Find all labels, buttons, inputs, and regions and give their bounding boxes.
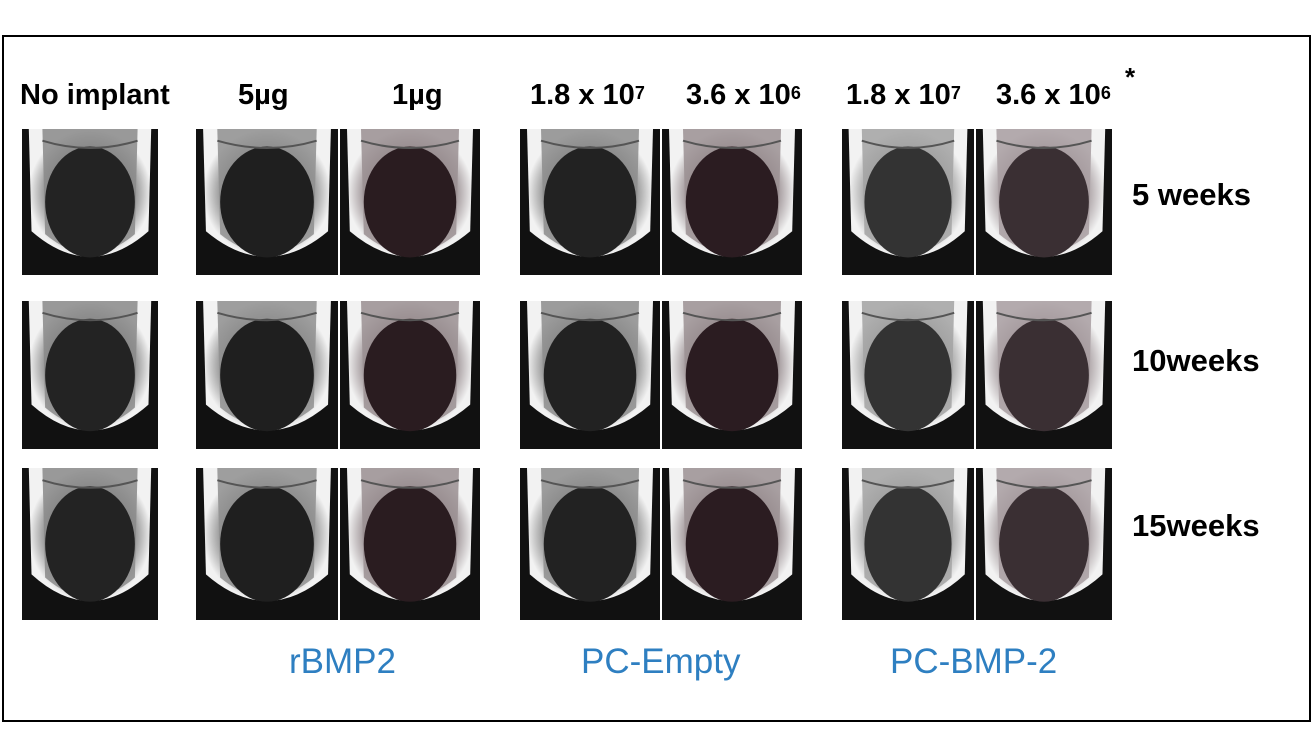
xray-image-r2-c3 [340, 301, 480, 449]
xray-image-r1-c7 [976, 129, 1112, 275]
xray-image-r3-c1 [22, 468, 158, 620]
xray-image-r2-c4 [520, 301, 660, 449]
group-label-rbmp2: rBMP2 [289, 642, 396, 681]
xray-image-r1-c2 [196, 129, 338, 275]
column-header-no-implant: No implant [20, 79, 170, 111]
column-header-pc-bmp2-low: 3.6 x 106 [996, 79, 1111, 111]
xray-image-r3-c4 [520, 468, 660, 620]
xray-image-r3-c6 [842, 468, 974, 620]
xray-image-r1-c6 [842, 129, 974, 275]
xray-image-r2-c5 [662, 301, 802, 449]
column-header-pc-empty-high: 1.8 x 107 [530, 79, 645, 111]
column-header-1ug: 1µg [392, 79, 443, 111]
column-header-5ug: 5µg [238, 79, 289, 111]
row-label-15-weeks: 15weeks [1132, 508, 1260, 543]
row-label-5-weeks: 5 weeks [1132, 177, 1251, 212]
xray-image-r2-c2 [196, 301, 338, 449]
xray-image-r1-c5 [662, 129, 802, 275]
column-header-pc-bmp2-high: 1.8 x 107 [846, 79, 961, 111]
group-label-pc-bmp2: PC-BMP-2 [890, 642, 1058, 681]
xray-image-r1-c1 [22, 129, 158, 275]
xray-image-r3-c7 [976, 468, 1112, 620]
xray-image-r3-c2 [196, 468, 338, 620]
xray-image-r1-c3 [340, 129, 480, 275]
xray-image-r2-c1 [22, 301, 158, 449]
xray-image-r3-c3 [340, 468, 480, 620]
xray-image-r2-c6 [842, 301, 974, 449]
group-label-pc-empty: PC-Empty [581, 642, 741, 681]
column-header-pc-empty-low: 3.6 x 106 [686, 79, 801, 111]
xray-image-r3-c5 [662, 468, 802, 620]
xray-image-r1-c4 [520, 129, 660, 275]
significance-asterisk: * [1125, 62, 1136, 92]
xray-image-r2-c7 [976, 301, 1112, 449]
row-label-10-weeks: 10weeks [1132, 343, 1260, 378]
